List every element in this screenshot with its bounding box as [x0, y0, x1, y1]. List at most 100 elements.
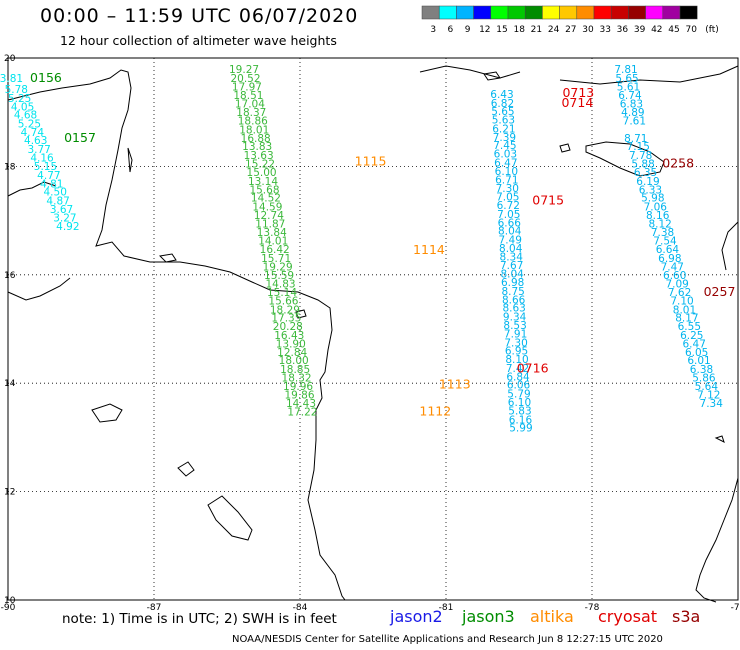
wave-height-value: 5.78 — [5, 84, 28, 96]
pass-time-label: 0716 — [517, 360, 549, 375]
scale-label: 21 — [531, 25, 542, 35]
map-axes: 20 18 16 14 12 10-90 -87 -84 -81 -78 -75 — [1, 54, 740, 613]
south-america-coast — [695, 477, 739, 603]
wave-height-value: 8.16 — [646, 210, 670, 222]
wave-height-value: 7.49 — [499, 234, 522, 246]
pass-time-label: 1114 — [413, 242, 445, 257]
scale-label: 45 — [668, 25, 679, 35]
lon-label: -75 — [731, 603, 740, 613]
scale-label: 33 — [599, 25, 610, 35]
wave-height-value: 6.03 — [494, 149, 517, 161]
wave-height-value: 6.71 — [495, 175, 518, 187]
scale-label: 36 — [617, 25, 629, 35]
wave-height-value: 18.29 — [270, 304, 300, 316]
wave-height-value: 15.22 — [245, 158, 275, 170]
scale-label: 18 — [513, 25, 525, 35]
wave-height-value: 8.17 — [675, 312, 698, 324]
footnote: note: 1) Time is in UTC; 2) SWH is in fe… — [62, 611, 337, 627]
wave-height-value: 8.34 — [500, 252, 524, 264]
wave-height-value: 13.14 — [248, 176, 278, 188]
wave-height-value: 4.81 — [40, 179, 63, 191]
wave-height-value: 5.61 — [617, 82, 640, 94]
wave-height-value: 7.39 — [493, 132, 516, 144]
scale-label: 12 — [479, 25, 490, 35]
satellite-legend-item: jason3 — [462, 607, 515, 626]
lon-label: -84 — [293, 603, 308, 613]
wave-height-value: 15.00 — [247, 167, 277, 179]
wave-height-value: 8.04 — [498, 226, 522, 238]
island — [158, 253, 177, 263]
wave-height-value: 18.32 — [282, 373, 312, 385]
wave-height-value: 3.27 — [53, 213, 76, 225]
wave-height-value: 9.34 — [503, 311, 527, 323]
wave-height-value: 7.54 — [653, 235, 677, 247]
wave-height-value: 5.79 — [507, 388, 530, 400]
scale-label: 3 — [430, 25, 436, 35]
wave-height-value: 4.68 — [14, 110, 37, 122]
wave-height-value: 15.59 — [264, 270, 294, 282]
scale-label: 30 — [582, 25, 594, 35]
coastline — [7, 65, 739, 603]
wave-height-value: 5.63 — [492, 115, 515, 127]
wave-height-value: 18.37 — [236, 107, 266, 119]
scale-label: 6 — [448, 25, 454, 35]
wave-height-value: 7.45 — [493, 140, 516, 152]
wave-height-value: 4.63 — [24, 135, 47, 147]
wave-height-value: 18.85 — [280, 364, 310, 376]
scale-label: 24 — [548, 25, 560, 35]
wave-height-value: 5.15 — [34, 161, 57, 173]
scale-label: 39 — [634, 25, 646, 35]
island — [295, 309, 307, 319]
wave-height-value: 20.52 — [230, 73, 260, 85]
wave-height-value: 14.52 — [251, 193, 281, 205]
scale-label: 9 — [465, 25, 471, 35]
lon-label: -87 — [147, 603, 162, 613]
wave-height-value: 7.09 — [665, 278, 688, 290]
wave-height-value: 6.82 — [491, 98, 514, 110]
lake-nicaragua — [207, 495, 253, 541]
wave-height-tracks: 3.815.785.254.054.685.254.744.633.774.16… — [0, 64, 723, 434]
wave-height-value: 5.99 — [509, 422, 532, 434]
wave-height-value: 4.05 — [11, 102, 34, 114]
page-title: 00:00 – 11:59 UTC 06/07/2020 — [40, 5, 359, 27]
wave-height-value: 7.10 — [670, 296, 693, 308]
wave-height-value: 4.92 — [56, 221, 79, 233]
lat-label: 20 — [4, 54, 16, 64]
wave-height-value: 7.30 — [496, 183, 519, 195]
wave-height-value: 8.10 — [505, 354, 528, 366]
gulf-coast-detail — [7, 277, 71, 301]
pass-time-label: 0713 — [562, 85, 594, 100]
wave-height-value: 6.95 — [505, 345, 528, 357]
wave-height-value: 18.00 — [279, 355, 309, 367]
wave-height-value: 16.88 — [241, 133, 271, 145]
wave-height-value: 7.05 — [496, 192, 519, 204]
wave-height-value: 20.28 — [273, 321, 303, 333]
lat-label: 14 — [4, 379, 16, 389]
wave-height-value: 7.62 — [668, 287, 691, 299]
wave-height-value: 8.66 — [502, 295, 526, 307]
satellite-legend-item: jason2 — [390, 607, 443, 626]
jamaica-coast — [585, 141, 665, 177]
wave-height-value: 4.87 — [46, 195, 69, 207]
wave-height-value: 6.64 — [656, 244, 680, 256]
wave-height-value: 6.98 — [658, 253, 681, 265]
lon-label: -78 — [585, 603, 600, 613]
cuba-coast-east — [559, 65, 739, 85]
wave-height-value: 8.04 — [499, 243, 523, 255]
wave-height-value: 15.68 — [249, 185, 279, 197]
wave-height-value: 7.06 — [644, 201, 668, 213]
wave-height-value: 15.71 — [261, 253, 291, 265]
map-frame — [7, 57, 739, 601]
pass-time-label: 0258 — [662, 155, 694, 170]
wave-height-value: 7.30 — [504, 337, 527, 349]
wave-height-value: 5.65 — [615, 73, 638, 85]
wave-height-value: 6.83 — [620, 98, 643, 110]
wave-height-value: 19.86 — [284, 389, 314, 401]
wave-height-value: 18.01 — [239, 124, 269, 136]
wave-height-value: 7.91 — [504, 329, 527, 341]
wave-height-value: 14.59 — [252, 201, 282, 213]
wave-height-value: 6.01 — [687, 355, 710, 367]
wave-height-value: 16.43 — [274, 330, 304, 342]
wave-height-value: 4.74 — [21, 127, 45, 139]
wave-height-value: 7.81 — [614, 64, 637, 76]
